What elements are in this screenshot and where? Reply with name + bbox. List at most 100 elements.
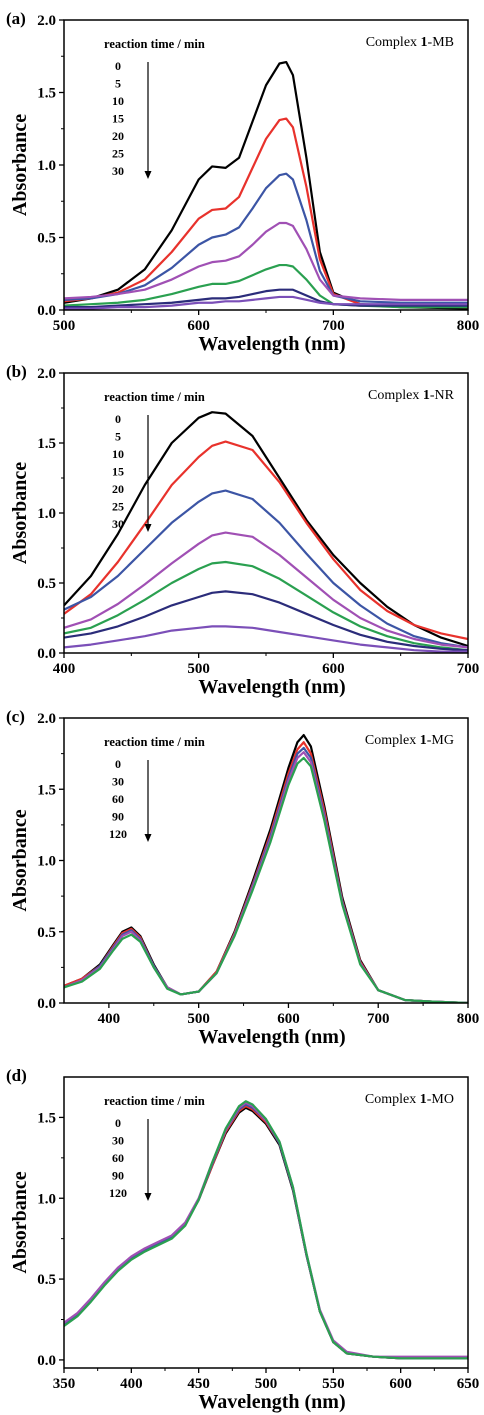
series-line [64, 746, 468, 1003]
series-line [64, 741, 468, 1003]
panel-label: (d) [6, 1066, 27, 1085]
legend-item: 20 [112, 482, 124, 496]
arrow-head-icon [144, 834, 152, 842]
legend-item: 0 [115, 1116, 121, 1130]
series-line [64, 734, 468, 1003]
series-line [64, 489, 468, 649]
x-tick-label: 400 [53, 661, 76, 677]
legend-item: 10 [112, 447, 124, 461]
legend-item: 25 [112, 500, 124, 514]
y-tick-label: 2.0 [37, 13, 56, 29]
legend-item: 90 [112, 810, 124, 824]
legend-item: 15 [112, 112, 124, 126]
legend-title: reaction time / min [104, 390, 205, 404]
x-axis-title: Wavelength (nm) [198, 1026, 345, 1048]
panel-c: 400 500 600 700 8000.00.51.01.52.0Wavelength… [6, 707, 479, 1048]
x-tick-label: 700 [322, 318, 345, 334]
legend-item: 30 [112, 1134, 124, 1148]
x-tick-label: 350 [53, 1376, 76, 1392]
panel-label: (a) [6, 9, 26, 28]
arrow-head-icon [144, 524, 152, 532]
legend-item: 25 [112, 147, 124, 161]
legend-item: 30 [112, 775, 124, 789]
legend-item: 30 [112, 164, 124, 178]
x-tick-label: 450 [187, 1376, 210, 1392]
y-axis-title: Absorbance [9, 809, 31, 911]
x-tick-label: 700 [367, 1011, 390, 1027]
y-tick-label: 0.0 [37, 996, 56, 1012]
legend-item: 90 [112, 1169, 124, 1183]
y-tick-label: 0.5 [37, 1272, 56, 1288]
y-tick-label: 2.0 [37, 366, 56, 382]
legend-title: reaction time / min [104, 1094, 205, 1108]
series-line [64, 411, 468, 648]
y-tick-label: 0.5 [37, 925, 56, 941]
x-tick-label: 800 [457, 318, 480, 334]
y-axis-title: Absorbance [9, 114, 31, 216]
legend-item: 0 [115, 412, 121, 426]
x-axis-title: Wavelength (nm) [198, 676, 345, 698]
legend-item: 5 [115, 77, 121, 91]
legend-item: 120 [109, 827, 127, 841]
y-tick-label: 1.5 [37, 782, 56, 798]
legend-item: 15 [112, 465, 124, 479]
series-line [64, 60, 468, 310]
y-tick-label: 0.0 [37, 1353, 56, 1369]
panel-label: (b) [6, 362, 27, 381]
legend-item: 5 [115, 430, 121, 444]
series-line [64, 1100, 468, 1360]
y-tick-label: 0.5 [37, 576, 56, 592]
complex-annotation: Complex 1-MG [365, 733, 454, 748]
y-tick-label: 0.0 [37, 646, 56, 662]
y-tick-label: 1.0 [37, 854, 56, 870]
series-line [64, 531, 468, 649]
complex-annotation: Complex 1-NR [368, 388, 455, 403]
x-axis-title: Wavelength (nm) [198, 333, 345, 355]
x-tick-label: 600 [322, 661, 345, 677]
series-line [64, 751, 468, 1003]
x-tick-label: 600 [187, 318, 210, 334]
complex-annotation: Complex 1-MB [366, 35, 454, 50]
complex-annotation: Complex 1-MO [365, 1092, 454, 1107]
x-tick-label: 600 [277, 1011, 300, 1027]
series-line [64, 756, 468, 1003]
y-tick-label: 1.5 [37, 86, 56, 102]
y-tick-label: 1.0 [37, 158, 56, 174]
panel-b: 400 500 600 700 0.0 0.5 1.0 1.5 2.0 Wavelength (n… [6, 362, 479, 698]
series-line [64, 440, 468, 641]
y-tick-label: 1.0 [37, 1191, 56, 1207]
y-tick-label: 1.5 [37, 436, 56, 452]
y-tick-label: 1.0 [37, 506, 56, 522]
series-line [64, 221, 468, 301]
x-tick-label: 550 [322, 1376, 345, 1392]
series-line [64, 560, 468, 652]
series-line [64, 590, 468, 652]
series-line [64, 1105, 468, 1360]
x-tick-label: 400 [98, 1011, 121, 1027]
x-tick-label: 650 [457, 1376, 480, 1392]
series-line [64, 117, 468, 309]
x-tick-label: 600 [389, 1376, 412, 1392]
legend-item: 20 [112, 129, 124, 143]
series-line [64, 625, 468, 653]
x-tick-label: 700 [457, 661, 480, 677]
series-line [64, 1103, 468, 1360]
arrow-head-icon [144, 1193, 152, 1201]
x-tick-label: 400 [120, 1376, 143, 1392]
y-tick-label: 0.5 [37, 231, 56, 247]
legend-item: 0 [115, 757, 121, 771]
legend-item: 60 [112, 792, 124, 806]
x-tick-label: 500 [53, 318, 76, 334]
legend-title: reaction time / min [104, 37, 205, 51]
panel-a: 500 600 700 800 0.0 0.5 1.0 1.5 2.0 Wavelength (n… [6, 9, 479, 355]
y-tick-label: 0.0 [37, 303, 56, 319]
x-tick-label: 800 [457, 1011, 480, 1027]
series-line [64, 1101, 468, 1358]
legend-item: 30 [112, 517, 124, 531]
y-tick-label: 2.0 [37, 711, 56, 727]
arrow-head-icon [144, 171, 152, 179]
x-tick-label: 500 [187, 1011, 210, 1027]
legend-item: 0 [115, 59, 121, 73]
y-axis-title: Absorbance [9, 462, 31, 564]
